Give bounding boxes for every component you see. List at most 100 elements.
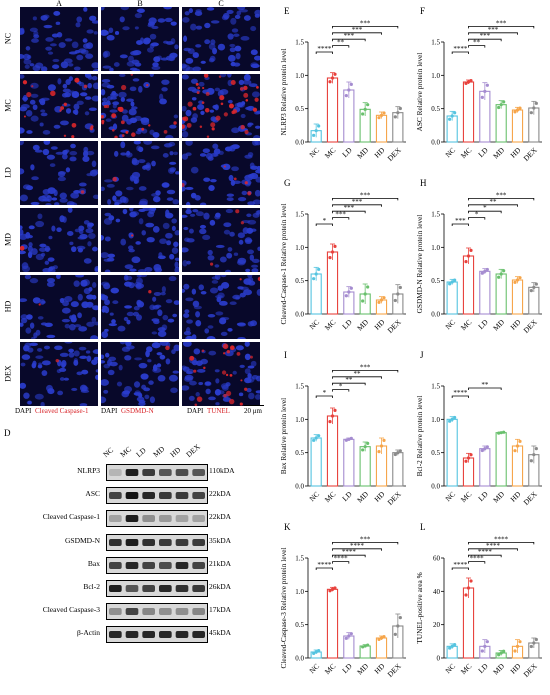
blot-band	[142, 538, 155, 546]
significance-label: ***	[496, 191, 507, 199]
data-point	[366, 441, 370, 445]
y-tick-label: 1.5	[295, 211, 304, 219]
significance-bracket	[451, 223, 469, 226]
y-tick-label: 1.5	[295, 39, 304, 47]
blot-band	[109, 631, 122, 639]
chart-panel-letter: J	[420, 350, 424, 360]
blot-band	[192, 538, 205, 546]
blot-kda-label: 26kDA	[209, 582, 232, 591]
significance-label: ***	[360, 191, 371, 199]
data-point	[483, 447, 487, 451]
data-point	[534, 637, 538, 642]
bar	[326, 415, 339, 487]
bar	[446, 418, 458, 487]
y-tick-label: 40	[433, 588, 441, 596]
micrograph-dex-b	[101, 342, 179, 406]
y-tick-label: 0.5	[295, 621, 304, 629]
blot-band	[109, 585, 122, 592]
x-tick-label: HD	[508, 317, 522, 331]
micrograph-ld-b	[101, 141, 179, 205]
blot-strip	[106, 487, 208, 505]
bar	[511, 279, 524, 315]
chart-ylabel: GSDMD-N Relative protein level	[415, 215, 424, 314]
significance-label: **	[337, 39, 345, 47]
blot-band	[109, 469, 122, 476]
significance-bracket	[332, 45, 350, 48]
lane-label-ld: LD	[134, 445, 148, 459]
legend-dapi-1: DAPI	[15, 407, 32, 415]
bar	[326, 251, 339, 315]
data-point	[333, 586, 337, 590]
x-tick-label: DEX	[386, 489, 404, 507]
x-tick-label: NC	[307, 490, 321, 504]
legend-gsdmd-n: GSDMD-N	[121, 407, 154, 415]
blot-protein-label: GSDMD-N	[64, 535, 100, 545]
data-point	[347, 634, 351, 638]
micrograph-nc-b	[101, 7, 179, 71]
data-point	[529, 644, 533, 649]
x-tick-label: DEX	[386, 317, 404, 335]
data-point	[464, 459, 468, 463]
y-tick-label: 0.5	[295, 105, 304, 113]
significance-label: ****	[494, 535, 509, 543]
data-point	[361, 645, 365, 649]
blot-band	[192, 492, 205, 500]
data-point	[532, 641, 536, 645]
data-point	[513, 280, 517, 284]
significance-bracket	[315, 567, 333, 570]
bar	[392, 452, 404, 487]
bar	[462, 587, 475, 659]
significance-label: ****	[470, 555, 485, 563]
legend-tunel: TUNEL	[207, 407, 230, 415]
data-point	[532, 106, 536, 110]
blot-strip	[106, 556, 208, 574]
significance-bracket	[332, 561, 350, 564]
bar	[326, 77, 339, 143]
significance-label: **	[481, 381, 489, 389]
lane-label-nc: NC	[101, 445, 115, 459]
blot-band	[175, 561, 189, 569]
data-point	[502, 269, 506, 273]
significance-label: *	[475, 211, 479, 219]
data-point	[330, 76, 335, 80]
x-tick-label: HD	[372, 661, 386, 675]
chart-ylabel: Bax Relative protein level	[279, 398, 288, 474]
significance-label: ***	[360, 535, 371, 543]
blot-kda-label: 21kDA	[209, 558, 232, 568]
blot-strip	[106, 603, 208, 621]
data-point	[518, 106, 522, 110]
blot-protein-label: Cleaved Caspase-1	[42, 512, 100, 522]
significance-bracket	[315, 395, 333, 398]
significance-bracket	[332, 204, 382, 207]
data-point	[396, 111, 400, 115]
micrograph-md-b	[101, 208, 179, 272]
blot-band	[125, 631, 139, 639]
significance-label: ***	[344, 204, 355, 212]
blot-band	[192, 608, 205, 616]
blot-band	[125, 515, 139, 523]
bar	[375, 637, 388, 659]
blot-kda-label: 45kDA	[209, 628, 232, 638]
x-tick-label: MD	[491, 145, 506, 160]
significance-label: ***	[360, 19, 371, 27]
bar	[495, 432, 507, 487]
x-tick-label: MC	[323, 662, 338, 677]
blot-band	[192, 585, 205, 592]
x-tick-label: HD	[372, 317, 386, 331]
data-point	[398, 285, 402, 290]
significance-bracket	[468, 38, 502, 42]
chart-panel-i: I Bax Relative protein level 0.0 0.5 1.0 1.5 N…	[278, 346, 412, 518]
bar	[343, 438, 355, 487]
x-tick-label: MC	[459, 490, 474, 505]
significance-bracket	[468, 542, 535, 545]
data-point	[515, 108, 520, 112]
data-point	[483, 644, 487, 648]
data-point	[314, 650, 318, 654]
data-point	[483, 269, 487, 273]
significance-bracket	[332, 210, 366, 214]
micrograph-dex-c	[182, 342, 260, 406]
data-point	[349, 436, 353, 440]
chart-svg: G Cleaved-Caspase-1 Relative protein leve…	[279, 178, 406, 335]
chart-svg: I Bax Relative protein level 0.0 0.5 1.0 1.5 N…	[279, 350, 406, 507]
data-point	[317, 434, 321, 438]
